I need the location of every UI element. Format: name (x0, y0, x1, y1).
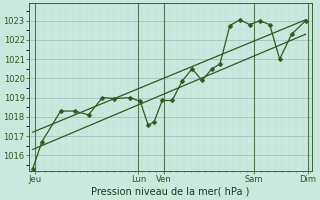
X-axis label: Pression niveau de la mer( hPa ): Pression niveau de la mer( hPa ) (91, 187, 249, 197)
